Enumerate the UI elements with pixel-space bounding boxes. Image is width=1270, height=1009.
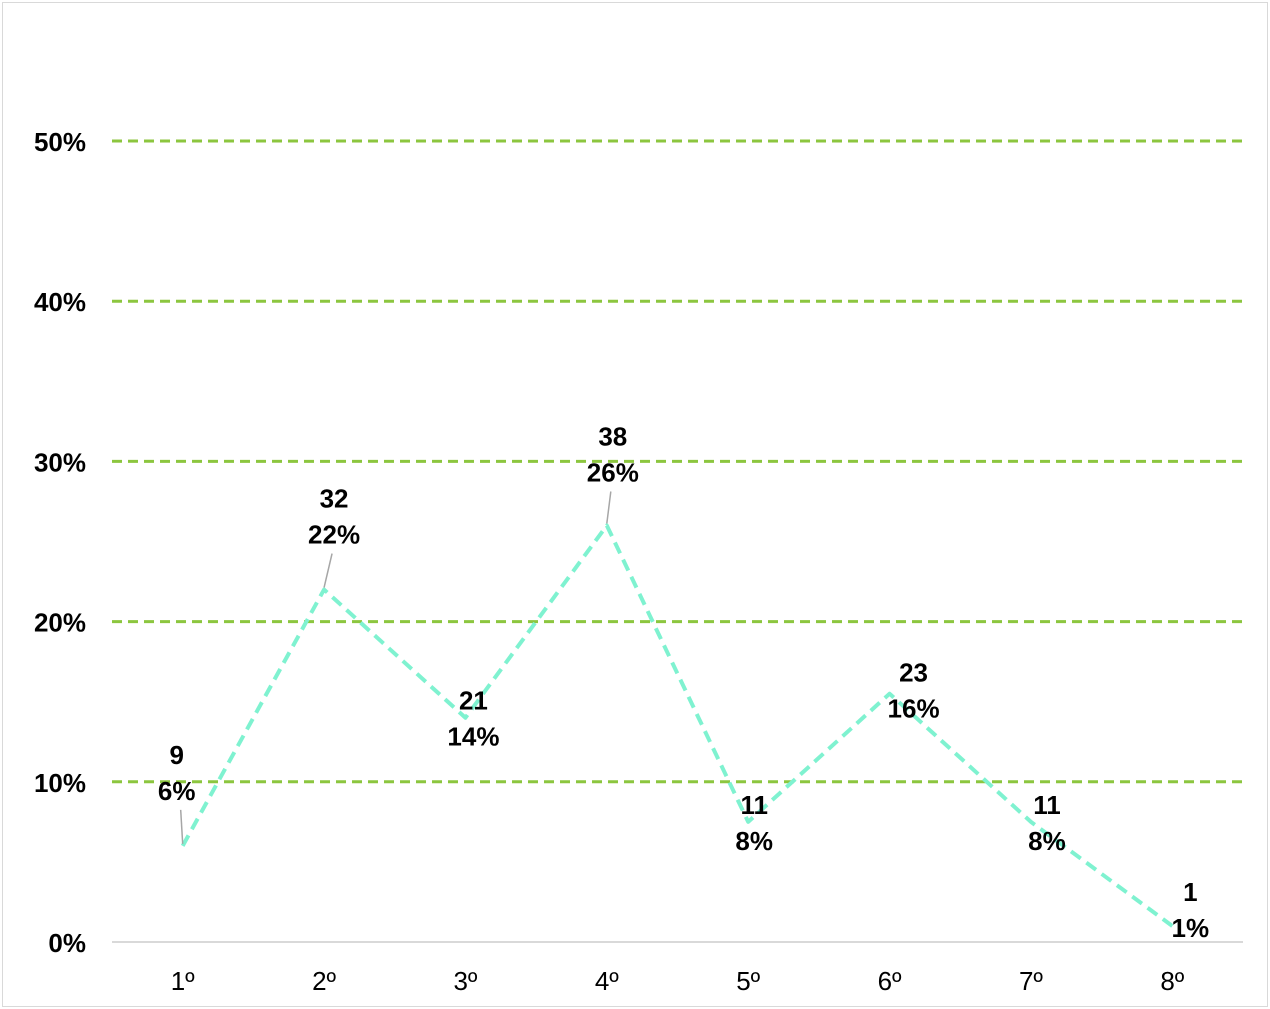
data-label-percent: 1% — [1172, 913, 1210, 943]
y-tick-label: 10% — [34, 768, 86, 798]
x-tick-label: 6º — [878, 966, 902, 996]
data-label-count: 11 — [1033, 790, 1061, 820]
x-tick-label: 5º — [736, 966, 760, 996]
x-tick-label: 7º — [1019, 966, 1043, 996]
series-line-group — [180, 523, 1174, 928]
data-label-percent: 14% — [447, 722, 499, 752]
y-tick-label: 0% — [48, 928, 86, 958]
x-tick-label: 4º — [595, 966, 619, 996]
data-label-percent: 6% — [158, 776, 196, 806]
x-axis-ticks: 1º 2º 3º 4º 5º 6º 7º 8º — [171, 966, 1185, 996]
leader-line — [179, 809, 184, 844]
data-labels: 9 6% 32 22% 21 14% 38 26% 11 8% 23 16% 11 8% 1 1% — [158, 421, 1210, 943]
data-label-percent: 8% — [1028, 826, 1066, 856]
y-tick-label: 40% — [34, 287, 86, 317]
data-label-percent: 8% — [735, 826, 773, 856]
x-tick-label: 8º — [1160, 966, 1184, 996]
data-label-percent: 22% — [308, 520, 360, 550]
data-label-percent: 16% — [888, 694, 940, 724]
y-tick-label: 50% — [34, 127, 86, 157]
gridlines — [112, 139, 1243, 784]
data-label-count: 11 — [740, 790, 768, 820]
x-tick-label: 1º — [171, 966, 195, 996]
data-label-count: 9 — [169, 740, 183, 770]
leader-line — [323, 553, 333, 588]
y-axis-ticks: 0% 10% 20% 30% 40% 50% — [34, 127, 86, 958]
leader-line — [606, 491, 612, 524]
data-label-count: 32 — [320, 484, 349, 514]
leader-lines — [179, 491, 612, 844]
data-label-count: 23 — [899, 658, 928, 688]
y-tick-label: 20% — [34, 608, 86, 638]
series-line — [180, 523, 1174, 928]
data-label-count: 38 — [598, 421, 627, 451]
data-label-percent: 26% — [587, 457, 639, 487]
x-tick-label: 3º — [453, 966, 477, 996]
x-tick-label: 2º — [312, 966, 336, 996]
data-label-count: 21 — [459, 686, 488, 716]
y-tick-label: 30% — [34, 447, 86, 477]
data-label-count: 1 — [1183, 877, 1197, 907]
